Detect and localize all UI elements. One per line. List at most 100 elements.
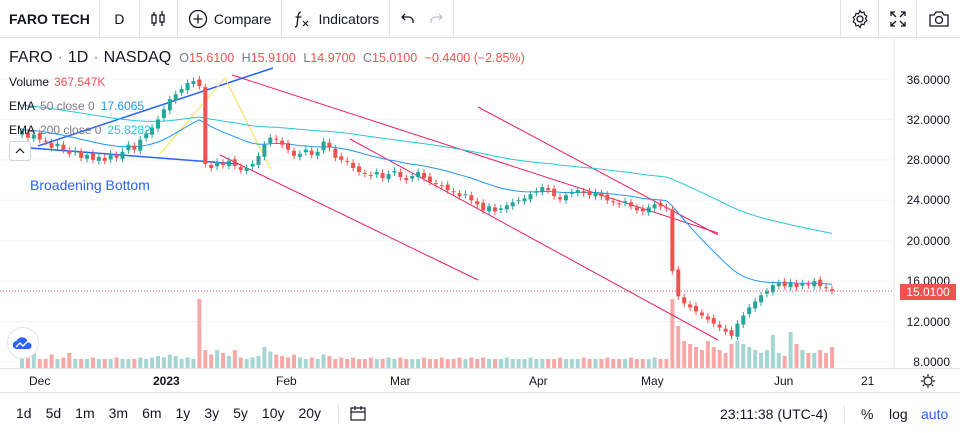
candle-body (102, 157, 107, 161)
open-value: 15.6100 (188, 51, 235, 65)
channel-line-lower[interactable] (349, 138, 719, 341)
range-20y[interactable]: 20y (298, 405, 322, 421)
candle (469, 191, 474, 204)
range-1m[interactable]: 1m (75, 405, 95, 421)
volume-bar (297, 357, 302, 368)
ema50-line[interactable] (21, 119, 833, 285)
candle (404, 174, 409, 184)
candle-body (776, 283, 781, 287)
redo-button[interactable] (418, 0, 455, 38)
legend-ema200-row[interactable]: EMA 200 close 0 25.8282 (9, 118, 529, 142)
undo-button[interactable] (390, 0, 418, 38)
volume-bar (770, 335, 775, 368)
divider (338, 404, 340, 422)
legend-ema50-row[interactable]: EMA 50 close 0 17.6065 (9, 94, 529, 118)
volume-bar (232, 350, 237, 368)
candle-body (197, 79, 202, 87)
fullscreen-button[interactable] (878, 0, 916, 38)
log-toggle[interactable]: log (889, 406, 908, 422)
candle-body (179, 89, 184, 93)
pattern-zigzag[interactable] (159, 77, 272, 171)
snapshot-button[interactable] (916, 0, 960, 38)
range-1y[interactable]: 1y (175, 405, 191, 421)
legend-symbol[interactable]: FARO (9, 49, 53, 66)
volume-bar (552, 359, 557, 368)
candle (268, 134, 273, 147)
volume-bar (617, 359, 622, 368)
candle-body (670, 209, 675, 272)
auto-toggle[interactable]: auto (921, 406, 949, 422)
candle (339, 152, 344, 164)
pattern-label[interactable]: Broadening Bottom (30, 177, 150, 193)
range-3m[interactable]: 3m (108, 405, 129, 421)
range-10y[interactable]: 10y (261, 405, 285, 421)
candle-body (351, 162, 356, 168)
price-tick: 32.0000 (906, 113, 950, 127)
volume-bar (717, 350, 722, 368)
range-5y[interactable]: 5y (233, 405, 248, 421)
volume-bar (25, 357, 30, 368)
indicators-label: Indicators (318, 10, 380, 27)
candle-body (226, 160, 231, 166)
candle (250, 160, 255, 170)
low-value: 14.9700 (310, 51, 356, 65)
volume-bar (351, 357, 356, 368)
ema50-params: 50 close 0 (40, 99, 95, 113)
volume-bar (664, 359, 669, 368)
candle (173, 90, 178, 104)
legend-collapse-button[interactable] (9, 141, 31, 161)
chart-type-button[interactable] (140, 0, 178, 38)
settings-button[interactable] (840, 0, 878, 38)
interval-button[interactable]: D (100, 0, 140, 38)
pattern-upper-line[interactable] (37, 67, 274, 147)
volume-bar (392, 359, 397, 368)
channel-line-middle[interactable] (219, 154, 479, 281)
candle (540, 183, 545, 196)
percent-toggle[interactable]: % (861, 406, 874, 422)
candle-body (812, 281, 817, 287)
candle (676, 265, 681, 300)
candle-body (788, 282, 793, 288)
candle (776, 279, 781, 290)
candle (226, 157, 231, 170)
candle (492, 203, 497, 215)
range-1d[interactable]: 1d (16, 405, 32, 421)
candle (79, 148, 84, 162)
candle (238, 163, 243, 174)
legend-volume-row[interactable]: Volume 367.547K (9, 70, 529, 94)
tradingview-logo[interactable] (7, 327, 39, 359)
symbol-search-button[interactable]: FARO TECH (0, 0, 100, 38)
compare-button[interactable]: Compare (178, 0, 283, 38)
candle-body (55, 143, 60, 147)
candle (546, 184, 551, 194)
volume-bar (173, 356, 178, 368)
candle-body (628, 202, 633, 207)
axis-settings-button[interactable] (920, 373, 936, 394)
candle (652, 200, 657, 212)
range-3y[interactable]: 3y (204, 405, 220, 421)
candle-body (581, 191, 586, 194)
clock[interactable]: 23:11:38 (UTC-4) (720, 406, 828, 422)
calendar-range-icon (350, 406, 366, 421)
candle (628, 198, 633, 210)
candle-body (646, 207, 651, 213)
volume-bar (818, 350, 823, 368)
price-chart[interactable] (0, 38, 960, 368)
channel-line-upper-right[interactable] (477, 106, 719, 236)
volume-bar (599, 359, 604, 368)
time-axis[interactable]: Dec 2023 Feb Mar Apr May Jun 21 (0, 368, 960, 392)
range-5d[interactable]: 5d (45, 405, 62, 421)
chevron-up-icon (15, 148, 25, 154)
volume-bar (368, 357, 373, 368)
candle-body (475, 201, 480, 205)
volume-bar (410, 359, 415, 368)
volume-bar (546, 359, 551, 368)
volume-bar (753, 350, 758, 368)
goto-date-button[interactable] (349, 404, 367, 422)
price-tick: 12.0000 (906, 315, 950, 329)
candle-body (410, 176, 415, 179)
candle (759, 291, 764, 306)
range-6m[interactable]: 6m (142, 405, 162, 421)
volume-bar (676, 326, 681, 368)
indicators-button[interactable]: Indicators (282, 0, 391, 38)
